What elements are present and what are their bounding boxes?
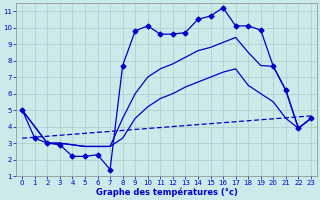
X-axis label: Graphe des températures (°c): Graphe des températures (°c) — [96, 188, 237, 197]
